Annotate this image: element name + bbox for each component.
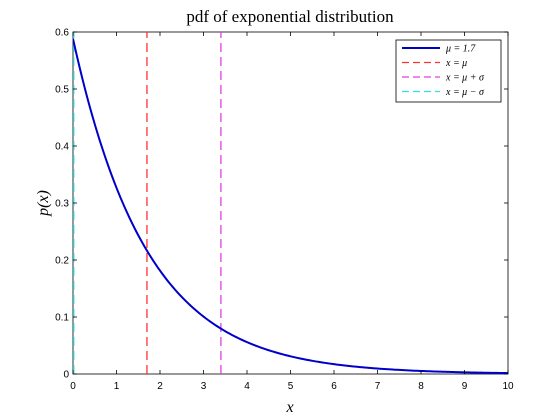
x-tick-label: 9 [462,381,468,392]
x-tick-label: 1 [114,381,120,392]
x-tick-label: 7 [375,381,381,392]
y-tick-label: 0.3 [55,199,69,210]
x-tick-label: 5 [288,381,294,392]
series-line-0 [73,38,508,374]
y-tick-label: 0.6 [55,28,69,39]
y-tick-label: 0 [63,370,69,381]
x-tick-label: 8 [418,381,424,392]
y-tick-label: 0.2 [55,256,69,267]
y-tick-label: 0.5 [55,85,69,96]
x-tick-label: 3 [201,381,207,392]
legend-label-2: x = μ + σ [445,73,485,84]
chart-title: pdf of exponential distribution [186,7,394,26]
y-axis-label: p(x) [35,190,52,217]
x-tick-label: 0 [70,381,76,392]
x-axis-label: x [285,399,293,416]
legend-label-0: μ = 1.7 [445,44,476,55]
x-tick-label: 6 [331,381,337,392]
ticks-layer: 0 1 2 3 4 5 6 7 8 9 10 0 0.1 0.2 0.3 0.4 0.5 0.6 [55,28,514,393]
x-tick-label: 10 [502,381,514,392]
x-tick-label: 4 [244,381,250,392]
y-tick-label: 0.1 [55,313,69,324]
legend-label-3: x = μ − σ [445,87,485,98]
x-tick-label: 2 [157,381,163,392]
legend: μ = 1.7 x = μ x = μ + σ x = μ − σ [395,39,502,103]
y-tick-label: 0.4 [55,142,69,153]
legend-label-1: x = μ [445,58,467,69]
